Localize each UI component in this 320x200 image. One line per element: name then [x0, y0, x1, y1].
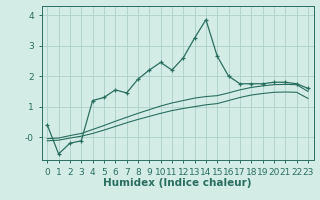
X-axis label: Humidex (Indice chaleur): Humidex (Indice chaleur) — [103, 178, 252, 188]
